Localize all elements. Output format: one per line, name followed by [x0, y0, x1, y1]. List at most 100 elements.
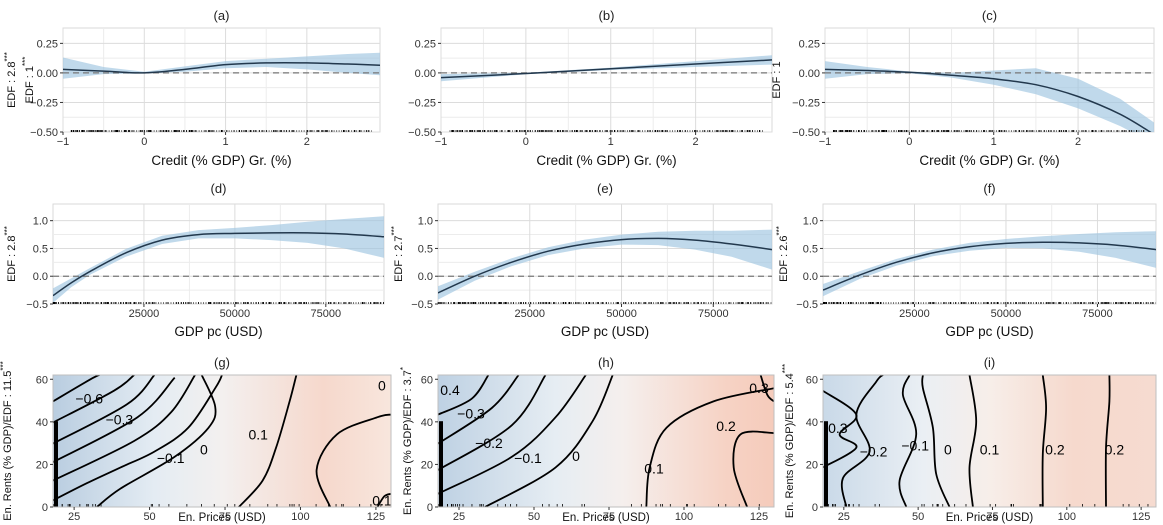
plot-border: [437, 374, 775, 508]
x-tick-label: 50000: [991, 308, 1022, 320]
y-axis-label-significance: ***: [3, 52, 12, 61]
panel-title: (h): [598, 355, 614, 370]
x-tick-label: 50000: [220, 308, 251, 320]
y-tick-label: 20: [36, 459, 48, 471]
contour-label: 0.2: [1105, 442, 1125, 458]
x-tick-label: 1: [991, 136, 997, 148]
contour-label: 0.3: [828, 420, 848, 436]
y-axis-label: EDF : 2.8***: [3, 52, 18, 108]
contour-line: [732, 430, 774, 507]
contour-line: [53, 375, 223, 502]
x-tick-label: 75000: [311, 308, 342, 320]
y-axis-label: En. Rents (% GDP)/EDF : 5.4***: [781, 364, 796, 518]
panel-c: (c) −1 0 1 2 −0.50 −0.25 0.00 0.25 Credit (% GDP)…: [771, 8, 1155, 168]
contour-label: 0.2: [1045, 442, 1065, 458]
panel-d: (d) 25000 50000 75000 −0.5 0.0 0.5 1.0 GDP pc (U…: [3, 181, 385, 339]
y-axis-label-text: EDF : 2.8: [6, 61, 18, 107]
x-tick-label: 75: [603, 511, 615, 523]
contour-label: 0: [572, 448, 580, 464]
contour-line: [376, 492, 391, 507]
x-tick-label: 100: [1058, 511, 1076, 523]
y-axis-label-text: EDF : 1: [24, 66, 36, 103]
x-axis-label: En. Prices (USD): [946, 512, 1034, 524]
y-axis-label: En. Rents (% GDP)/EDF : 11.5***: [0, 361, 14, 521]
rug-marks: [52, 302, 384, 304]
contour-label: −0.2: [860, 444, 888, 460]
y-axis-label-significance: ***: [21, 57, 30, 66]
panel-title: (b): [599, 8, 615, 23]
x-tick-label: 125: [367, 511, 385, 523]
panel-title: (g): [214, 355, 230, 370]
y-tick-label: 0.0: [803, 271, 818, 283]
confidence-band: [825, 61, 1154, 132]
contour-line: [238, 375, 298, 507]
contour-label: −0.1: [157, 450, 185, 466]
x-tick-label: −1: [819, 136, 832, 148]
y-axis-label-text: En. Rents (% GDP)/EDF : 3.7: [402, 370, 414, 515]
x-tick-label: 75000: [1082, 308, 1113, 320]
y-axis-label: EDF : 2.8***: [3, 226, 18, 282]
contour-line: [1041, 375, 1048, 507]
x-tick-label: 25000: [899, 308, 930, 320]
contour-line: [438, 375, 490, 416]
rug-marks: [822, 302, 1156, 304]
contour-lines: [823, 375, 1111, 507]
panel-title: (c): [982, 8, 997, 23]
y-axis-label-significance: ***: [0, 361, 8, 370]
x-axis-label: Credit (% GDP) Gr. (%): [151, 153, 291, 168]
y-tick-label: −0.50: [792, 127, 820, 139]
plot-background: [62, 27, 381, 133]
y-tick-label: −0.25: [30, 97, 58, 109]
panel-a: (a) −1 0 1 2 −0.50 −0.25 0.00 0.25 Credit (% GDP)…: [3, 8, 381, 168]
y-axis-label-significance: *: [399, 367, 408, 370]
contour-line: [96, 375, 217, 507]
x-tick-label: −1: [57, 136, 70, 148]
y-tick-label: 60: [36, 374, 48, 386]
contour-label: 0: [200, 442, 208, 458]
x-axis-label: GDP pc (USD): [945, 324, 1033, 339]
y-tick-label: 60: [806, 374, 818, 386]
x-tick-label: 1: [608, 136, 614, 148]
rug-marks: [70, 130, 372, 132]
y-axis-label-text: En. Rents (% GDP)/EDF : 5.4: [784, 373, 796, 518]
contour-label: 0: [378, 378, 386, 394]
y-tick-label: 0.25: [37, 38, 58, 50]
rug-left-band: [824, 421, 828, 507]
y-tick-label: 1.0: [33, 216, 48, 228]
x-tick-label: 0: [141, 136, 147, 148]
contour-line: [53, 375, 135, 424]
heatmap-surface: [438, 375, 774, 507]
x-axis-label: GDP pc (USD): [174, 324, 262, 339]
panel-e: (e) 25000 50000 75000 −0.5 0.0 0.5 1.0 GDP pc (U…: [390, 181, 773, 339]
y-tick-label: 0.0: [418, 271, 433, 283]
y-tick-label: 0: [812, 502, 818, 514]
y-tick-label: −0.25: [408, 97, 436, 109]
y-tick-label: 0: [427, 502, 433, 514]
y-tick-label: −0.5: [26, 299, 48, 311]
x-tick-label: 25: [838, 511, 850, 523]
contour-line: [53, 375, 102, 403]
x-tick-label: 25: [453, 511, 465, 523]
heatmap-surface: [53, 375, 391, 507]
contour-lines: [438, 375, 774, 507]
panel-title: (f): [983, 181, 995, 196]
x-tick-label: −1: [435, 136, 448, 148]
y-tick-label: 1.0: [418, 216, 433, 228]
contour-line: [823, 390, 858, 469]
contour-line: [759, 375, 774, 403]
x-tick-label: 75: [219, 511, 231, 523]
contour-line: [645, 387, 774, 507]
y-tick-label: 60: [421, 374, 433, 386]
fitted-curve: [441, 59, 772, 79]
x-tick-label: 50000: [606, 308, 637, 320]
contour-label: −0.1: [514, 450, 542, 466]
y-tick-label: −0.50: [408, 127, 436, 139]
contour-label: −0.3: [457, 405, 485, 421]
rug-marks: [833, 130, 1146, 132]
contour-line: [840, 375, 884, 507]
rug-left-band: [54, 421, 58, 507]
x-tick-label: 2: [304, 136, 310, 148]
y-axis-label-text: EDF : 2.8: [6, 235, 18, 281]
y-tick-label: 20: [806, 459, 818, 471]
y-axis-label: EDF : 1***: [21, 57, 36, 104]
